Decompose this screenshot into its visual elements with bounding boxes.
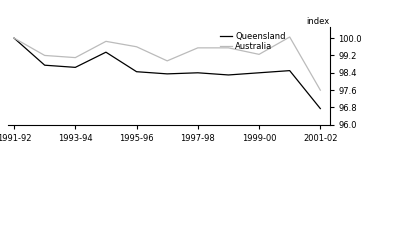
Australia [12, 37, 16, 39]
Line: Australia: Australia [14, 37, 320, 90]
Australia [257, 53, 262, 56]
Queensland [226, 74, 231, 76]
Text: index: index [306, 17, 330, 26]
Australia [318, 89, 323, 91]
Australia [195, 47, 200, 49]
Australia [104, 40, 108, 43]
Queensland [104, 51, 108, 54]
Australia [73, 56, 78, 59]
Australia [42, 54, 47, 57]
Queensland [42, 64, 47, 67]
Queensland [165, 72, 170, 75]
Queensland [195, 72, 200, 74]
Line: Queensland: Queensland [14, 38, 320, 109]
Queensland [12, 37, 16, 39]
Australia [287, 36, 292, 38]
Australia [226, 47, 231, 49]
Queensland [134, 70, 139, 73]
Legend: Queensland, Australia: Queensland, Australia [219, 31, 287, 52]
Queensland [287, 69, 292, 72]
Australia [134, 45, 139, 48]
Queensland [73, 66, 78, 69]
Queensland [318, 107, 323, 110]
Queensland [257, 72, 262, 74]
Australia [165, 59, 170, 62]
